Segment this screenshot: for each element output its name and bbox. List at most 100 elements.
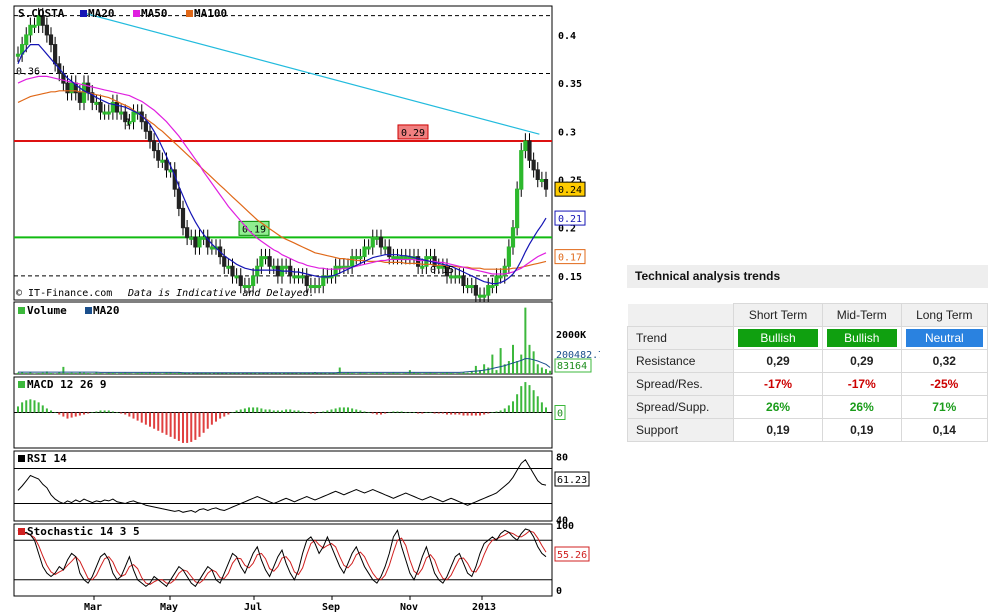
legend-swatch	[133, 10, 140, 17]
macd-bar	[223, 412, 226, 417]
x-axis-tick: May	[160, 602, 178, 613]
trend-badge: Bullish	[738, 329, 818, 347]
volume-bar	[454, 373, 457, 374]
candle-body	[98, 101, 103, 113]
macd-bar	[322, 411, 325, 413]
spread-res-short: -17%	[733, 372, 823, 396]
macd-bar	[408, 412, 411, 413]
row-label: Spread/Res.	[626, 372, 735, 396]
support-long: 0,14	[900, 418, 989, 442]
volume-bar	[462, 372, 465, 374]
volume-bar	[301, 373, 304, 374]
candle-body	[168, 169, 173, 173]
candle-body	[490, 285, 495, 289]
volume-bar	[223, 373, 226, 374]
volume-bar	[107, 372, 110, 374]
macd-bar	[235, 410, 238, 413]
macd-bar	[190, 412, 193, 442]
legend-swatch	[18, 307, 25, 314]
macd-bar	[91, 412, 94, 413]
ma100-line	[17, 90, 547, 270]
macd-bar	[413, 412, 415, 413]
macd-bar	[318, 412, 321, 413]
candle-body	[510, 227, 516, 248]
volume-bar	[210, 373, 213, 374]
macd-bar	[404, 412, 407, 413]
legend-swatch	[80, 10, 87, 17]
x-axis-tick: 2013	[472, 602, 496, 613]
volume-bar	[375, 372, 378, 374]
macd-bar	[210, 412, 213, 425]
volume-bar	[153, 372, 156, 374]
ma50-line	[17, 75, 547, 275]
candle-body	[24, 34, 29, 46]
macd-bar	[116, 412, 118, 413]
candle-body	[48, 34, 54, 46]
high-marker-label: 0.36	[16, 66, 40, 77]
volume-bar	[503, 364, 506, 374]
macd-bar	[206, 412, 209, 429]
candle-body	[160, 159, 165, 163]
candle-body	[77, 92, 82, 103]
macd-bar	[202, 412, 205, 433]
macd-bar	[301, 411, 304, 413]
volume-bar	[495, 370, 498, 374]
legend-entry: MA20	[88, 7, 115, 20]
volume-bar	[190, 373, 193, 374]
legend-swatch	[18, 455, 25, 462]
candle-body	[416, 256, 421, 267]
macd-bar	[347, 407, 349, 413]
ma20-value-box	[554, 210, 586, 226]
candle-body	[143, 121, 148, 132]
candle-body	[152, 140, 157, 152]
low-marker-label: 0.15	[430, 265, 454, 276]
volume-bar	[487, 367, 490, 374]
row-support: Support 0,19 0,19 0,14	[626, 418, 989, 442]
macd-bar	[524, 382, 527, 413]
volume-bar	[219, 372, 222, 374]
macd-bar	[359, 410, 362, 413]
macd-bar	[231, 412, 234, 413]
spread-supp-short: 26%	[733, 395, 823, 419]
macd-bar	[248, 407, 250, 413]
macd-bar	[479, 412, 481, 416]
macd-bar	[165, 412, 168, 435]
volume-bar	[458, 373, 461, 374]
macd-bar	[272, 410, 275, 413]
macd-bar	[429, 412, 432, 413]
volume-bar	[437, 373, 440, 374]
candle-body	[275, 265, 280, 277]
candle-body	[123, 111, 128, 123]
stochastic-value-label: 55.26	[557, 550, 587, 561]
candle-body	[543, 179, 549, 190]
macd-bar	[194, 412, 197, 440]
chart-svg: 0.4 0.35 0.3 0.25 0.2 0.15 0.29 0.19 0.36 0.15 1 S.…	[13, 5, 600, 613]
macd-bar	[441, 412, 444, 414]
macd-bar	[264, 409, 267, 413]
macd-bar	[388, 412, 391, 413]
x-axis-tick: Mar	[84, 602, 102, 613]
candle-body	[523, 140, 528, 152]
rsi-value-box	[554, 471, 590, 487]
volume-bar	[318, 372, 321, 374]
macd-bar	[37, 402, 40, 413]
volume-bar	[206, 373, 209, 374]
candle-body	[185, 227, 190, 238]
legend-entry: MA50	[141, 7, 168, 20]
macd-bar	[499, 410, 502, 413]
candle-body	[539, 179, 544, 183]
macd-bar	[136, 412, 139, 421]
candle-body	[308, 285, 313, 289]
macd-bar	[83, 412, 85, 415]
macd-bar	[314, 412, 316, 414]
macd-bar	[380, 412, 382, 415]
macd-bar	[342, 407, 345, 413]
macd-bar	[276, 410, 279, 413]
x-axis-tick: Nov	[400, 602, 418, 613]
macd-bar	[458, 412, 461, 415]
candle-body	[226, 265, 231, 269]
mid-marker-label: 1	[125, 118, 131, 129]
trend-badge: Bullish	[826, 329, 897, 347]
macd-bar	[41, 405, 44, 413]
price-axis-tick: 0.4	[558, 31, 576, 42]
